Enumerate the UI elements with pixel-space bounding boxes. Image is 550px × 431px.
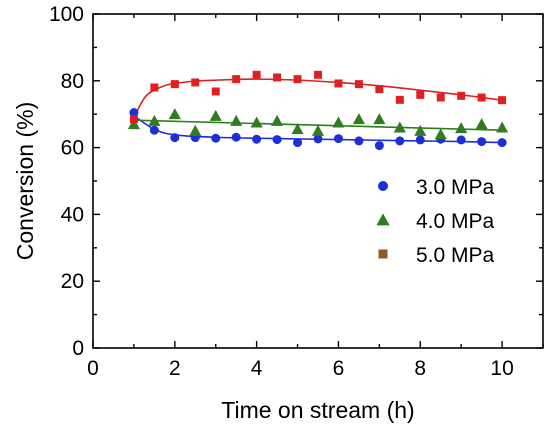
- point-series-2: [170, 80, 179, 89]
- point-series-0: [149, 125, 159, 135]
- x-axis-ticks: 0 2 4 6 8 10: [87, 14, 544, 380]
- point-series-1: [496, 121, 509, 133]
- y-tick-label: 100: [49, 3, 84, 26]
- point-series-1: [230, 114, 243, 126]
- point-series-1: [127, 118, 140, 130]
- point-series-1: [352, 113, 365, 125]
- point-series-0: [333, 134, 343, 144]
- point-series-1: [455, 122, 468, 134]
- x-tick-label: 0: [87, 357, 99, 380]
- point-series-0: [293, 138, 303, 148]
- point-series-2: [436, 93, 445, 102]
- point-series-1: [311, 124, 325, 136]
- legend-label: 3.0 MPa: [416, 176, 495, 199]
- point-series-1: [414, 124, 427, 136]
- point-series-0: [313, 134, 323, 144]
- y-tick-label: 0: [72, 337, 84, 360]
- legend: 3.0 MPa 4.0 MPa 5.0 MPa: [376, 176, 495, 267]
- point-series-1: [271, 114, 284, 126]
- point-series-2: [191, 78, 200, 87]
- point-series-0: [170, 133, 180, 143]
- point-series-1: [209, 109, 222, 121]
- point-series-0: [497, 138, 507, 148]
- point-series-0: [211, 133, 221, 143]
- point-series-2: [129, 115, 138, 124]
- point-series-2: [457, 91, 466, 100]
- point-series-1: [393, 121, 406, 133]
- point-series-0: [456, 135, 466, 145]
- x-tick-label: 8: [414, 357, 426, 380]
- point-series-2: [395, 95, 404, 104]
- point-series-2: [354, 80, 363, 89]
- x-tick-label: 4: [251, 357, 263, 380]
- point-series-2: [232, 75, 241, 84]
- point-series-0: [231, 132, 241, 142]
- point-series-1: [291, 123, 304, 135]
- point-series-1: [475, 118, 488, 130]
- point-series-0: [415, 135, 425, 145]
- point-series-2: [334, 79, 343, 88]
- point-series-2: [314, 70, 322, 79]
- point-series-0: [272, 135, 282, 145]
- point-series-2: [477, 93, 486, 102]
- point-series-1: [148, 114, 161, 126]
- data-points: [127, 70, 509, 151]
- legend-label: 4.0 MPa: [416, 210, 495, 233]
- point-series-2: [416, 90, 425, 99]
- point-series-2: [293, 75, 302, 84]
- legend-marker-series-1: [376, 213, 390, 226]
- point-series-0: [477, 137, 487, 147]
- legend-marker-series-2: [378, 249, 388, 259]
- point-series-2: [252, 70, 261, 79]
- fit-line-series-2: [133, 78, 503, 118]
- point-series-0: [374, 141, 384, 151]
- point-series-1: [168, 108, 181, 120]
- y-tick-label: 20: [61, 270, 84, 293]
- y-tick-label: 60: [61, 137, 84, 160]
- point-series-2: [375, 85, 384, 94]
- point-series-0: [252, 134, 262, 144]
- point-series-0: [354, 136, 364, 146]
- point-series-0: [129, 108, 139, 118]
- legend-label: 5.0 MPa: [416, 244, 495, 267]
- point-series-2: [498, 96, 507, 105]
- point-series-1: [189, 124, 202, 136]
- point-series-2: [150, 83, 159, 92]
- legend-marker-series-0: [378, 181, 388, 191]
- x-tick-label: 10: [490, 357, 513, 380]
- point-series-2: [211, 87, 220, 96]
- y-tick-label: 40: [61, 203, 84, 226]
- point-series-0: [395, 136, 405, 146]
- x-tick-label: 6: [333, 357, 345, 380]
- point-series-1: [250, 116, 263, 128]
- point-series-1: [332, 116, 345, 128]
- x-axis-title: Time on stream (h): [221, 397, 414, 423]
- point-series-1: [373, 113, 386, 125]
- x-tick-label: 2: [169, 357, 181, 380]
- point-series-2: [273, 73, 282, 82]
- y-axis-title: Conversion (%): [12, 102, 38, 261]
- y-axis-ticks: 0 20 40 60 80 100: [49, 3, 543, 360]
- point-series-1: [434, 128, 447, 140]
- y-tick-label: 80: [61, 70, 84, 93]
